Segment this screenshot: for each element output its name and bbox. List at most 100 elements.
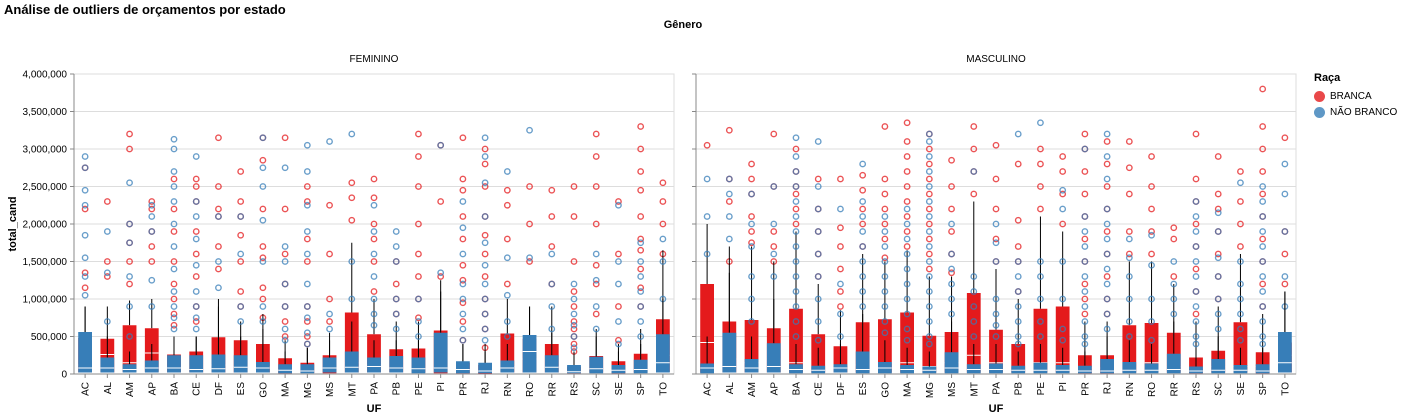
outlier-branca-to <box>1281 250 1289 258</box>
y-tick-label: 0 <box>61 370 67 381</box>
y-tick-label: 1,500,000 <box>23 257 68 268</box>
outlier-nao-branco-rj <box>1103 250 1111 258</box>
outlier-nao-branco-mg <box>925 243 933 250</box>
x-tick-label: SP <box>636 382 647 396</box>
outlier-nao-branco-go <box>881 213 889 220</box>
outlier-nao-branco-ma <box>281 164 289 172</box>
outlier-nao-branco-al <box>725 190 733 198</box>
outlier-branca-rr <box>548 213 556 220</box>
outlier-nao-branco-se <box>615 280 622 288</box>
outlier-branca-df <box>215 243 222 250</box>
outlier-branca-go <box>259 156 267 164</box>
outlier-nao-branco-al <box>725 213 733 220</box>
outlier-branca-ap <box>148 258 156 265</box>
outlier-nao-branco-mg <box>925 273 933 280</box>
box-nao-branco-ce <box>811 365 826 374</box>
outlier-nao-branco-sp <box>1259 213 1267 220</box>
outlier-branca-rj <box>481 145 489 153</box>
outlier-branca-se <box>615 250 622 258</box>
outlier-nao-branco-rj <box>481 134 489 142</box>
outlier-nao-branco-pr <box>459 325 467 333</box>
outlier-branca-ba <box>170 280 178 288</box>
outlier-nao-branco-ap <box>770 273 778 280</box>
outlier-nao-branco-ba <box>170 220 178 228</box>
outlier-nao-branco-ac <box>703 175 711 183</box>
box-nao-branco-pe <box>1033 362 1048 374</box>
outlier-nao-branco-ms <box>948 310 955 318</box>
outlier-nao-branco-rr <box>1170 258 1178 265</box>
outlier-branca-rs <box>1192 265 1200 273</box>
outlier-branca-sp <box>1259 123 1267 130</box>
outlier-branca-al <box>725 198 733 205</box>
box-nao-branco-rr <box>1166 353 1181 374</box>
outlier-nao-branco-ma <box>903 295 911 303</box>
outlier-nao-branco-rj <box>1103 265 1111 273</box>
y-tick-label: 2,000,000 <box>23 220 68 231</box>
outlier-nao-branco-mt <box>348 258 356 265</box>
outlier-branca-se <box>1237 198 1244 205</box>
x-tick-label: MS <box>947 382 958 397</box>
outlier-branca-ms <box>326 318 333 325</box>
outlier-nao-branco-es <box>859 228 867 235</box>
outlier-branca-ce <box>192 250 200 258</box>
outlier-nao-branco-to <box>1281 190 1289 198</box>
outlier-nao-branco-rs <box>570 280 578 288</box>
x-tick-label: PA <box>370 382 381 395</box>
outlier-nao-branco-pa <box>992 321 1000 329</box>
box-nao-branco-pa <box>989 363 1003 374</box>
outlier-nao-branco-rj <box>481 213 489 220</box>
outlier-nao-branco-pi <box>1059 325 1067 333</box>
legend-item-branca[interactable]: BRANCA <box>1314 88 1397 104</box>
outlier-nao-branco-ma <box>903 250 911 258</box>
outlier-nao-branco-ce <box>814 183 822 190</box>
outlier-branca-pr <box>459 235 467 243</box>
legend-item-nao-branco[interactable]: NÃO BRANCO <box>1314 104 1397 120</box>
y-axis-title: total_cand <box>7 196 19 251</box>
outlier-branca-es <box>237 168 245 175</box>
box-nao-branco-ap <box>144 360 159 373</box>
x-tick-label: SE <box>1236 382 1247 396</box>
box-nao-branco-ap <box>766 343 781 373</box>
x-tick-label: PI <box>436 382 447 391</box>
outlier-branca-ap <box>770 243 778 250</box>
x-tick-label: AM <box>747 382 758 397</box>
outlier-branca-go <box>881 123 889 130</box>
outlier-nao-branco-rn <box>1125 235 1133 243</box>
outlier-branca-pa <box>370 220 378 228</box>
box-nao-branco-se <box>611 365 626 374</box>
y-tick-label: 3,000,000 <box>23 145 68 156</box>
outlier-nao-branco-mg <box>925 288 933 295</box>
outlier-branca-mg <box>303 183 311 190</box>
outlier-branca-am <box>748 160 755 168</box>
outlier-nao-branco-mg <box>925 138 933 145</box>
outlier-branca-sc <box>592 130 600 138</box>
outlier-branca-to <box>1281 280 1289 288</box>
box-nao-branco-go <box>256 362 270 373</box>
outlier-nao-branco-rj <box>481 295 489 303</box>
outlier-nao-branco-am <box>126 333 133 340</box>
outlier-nao-branco-go <box>881 288 889 295</box>
outlier-nao-branco-se <box>1237 179 1244 187</box>
box-nao-branco-pe <box>411 357 426 374</box>
outlier-nao-branco-ba <box>792 288 800 295</box>
box-nao-branco-se <box>1233 365 1248 374</box>
boxplot-chart: FEMININO 0 500,000 1,000,000 1,500,000 2,000,… <box>7 54 1297 415</box>
outlier-nao-branco-rj <box>1103 220 1111 228</box>
outlier-nao-branco-mg <box>925 318 933 325</box>
outlier-nao-branco-ba <box>170 183 178 190</box>
x-tick-label: RS <box>570 382 581 396</box>
outlier-branca-ro <box>1148 153 1155 160</box>
outlier-branca-go <box>881 254 889 262</box>
outlier-nao-branco-ba <box>170 198 178 205</box>
outlier-nao-branco-am <box>748 295 755 303</box>
outlier-branca-ba <box>792 220 800 228</box>
outlier-branca-df <box>837 265 844 273</box>
outlier-branca-pa <box>992 205 1000 213</box>
outlier-branca-sp <box>1259 145 1267 153</box>
box-nao-branco-es <box>855 351 870 374</box>
outlier-nao-branco-pr <box>1081 333 1089 340</box>
outlier-nao-branco-rs <box>1192 303 1200 310</box>
outlier-branca-ma <box>903 213 911 220</box>
outlier-branca-pe <box>415 314 422 322</box>
outlier-nao-branco-rs <box>1192 333 1200 340</box>
